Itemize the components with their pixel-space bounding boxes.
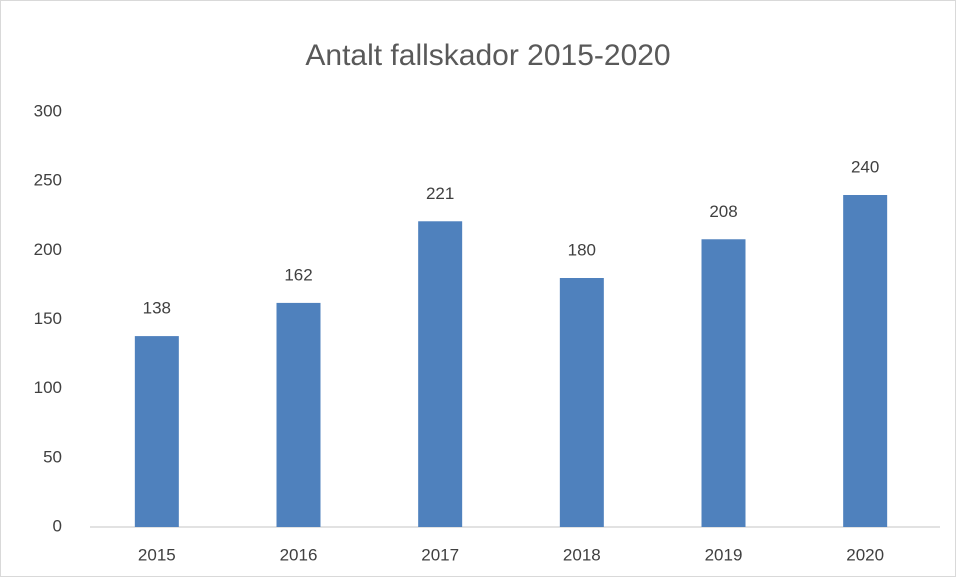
- data-label: 138: [143, 299, 171, 318]
- x-tick-label: 2017: [421, 545, 459, 564]
- y-tick-label: 50: [43, 447, 62, 466]
- y-tick-label: 200: [34, 240, 62, 259]
- data-label: 221: [426, 184, 454, 203]
- bar: [701, 239, 746, 527]
- x-tick-label: 2015: [138, 545, 176, 564]
- bar: [559, 278, 604, 527]
- bar: [134, 336, 179, 527]
- x-tick-label: 2018: [563, 545, 601, 564]
- x-tick-label: 2020: [846, 545, 884, 564]
- x-tick-label: 2016: [280, 545, 318, 564]
- y-tick-label: 300: [34, 101, 62, 120]
- bar: [843, 195, 888, 527]
- y-tick-label: 150: [34, 309, 62, 328]
- data-label: 162: [284, 265, 312, 284]
- y-tick-label: 100: [34, 378, 62, 397]
- y-tick-label: 0: [53, 516, 62, 535]
- chart-title: Antalt fallskador 2015-2020: [305, 39, 670, 72]
- y-tick-label: 250: [34, 171, 62, 190]
- bar: [276, 302, 321, 527]
- data-label: 180: [568, 240, 596, 259]
- x-tick-label: 2019: [705, 545, 743, 564]
- data-label: 208: [709, 202, 737, 221]
- bar: [418, 221, 463, 528]
- data-label: 240: [851, 157, 879, 176]
